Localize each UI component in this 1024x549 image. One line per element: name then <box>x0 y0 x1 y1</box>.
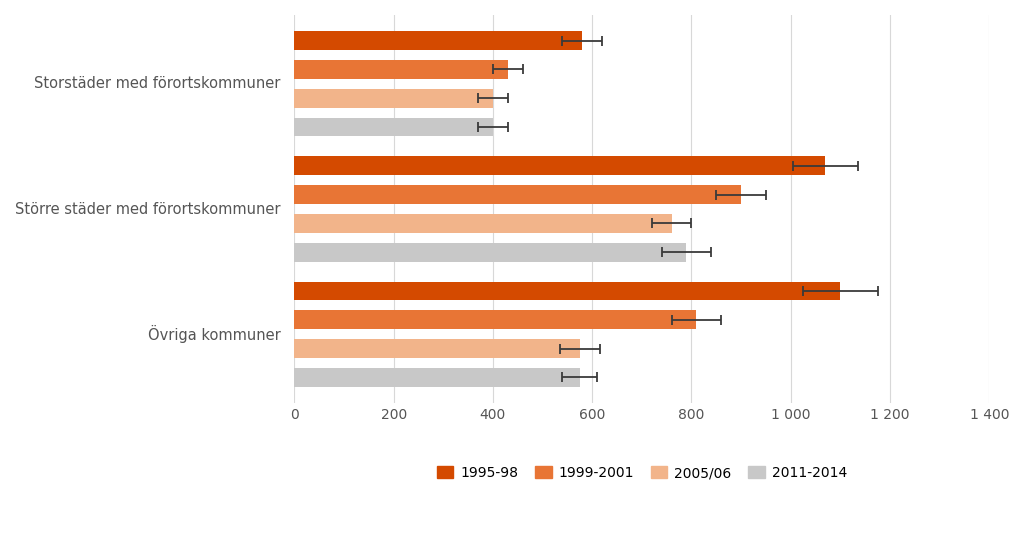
Bar <box>294 117 493 137</box>
Bar <box>294 282 841 300</box>
Bar <box>294 368 580 387</box>
Bar <box>294 339 580 358</box>
Bar <box>294 31 583 50</box>
Legend: 1995-98, 1999-2001, 2005/06, 2011-2014: 1995-98, 1999-2001, 2005/06, 2011-2014 <box>431 461 853 485</box>
Bar <box>294 214 672 233</box>
Bar <box>294 89 493 108</box>
Bar <box>294 185 741 204</box>
Bar <box>294 243 686 262</box>
Bar <box>294 156 825 175</box>
Bar <box>294 60 508 79</box>
Bar <box>294 310 696 329</box>
